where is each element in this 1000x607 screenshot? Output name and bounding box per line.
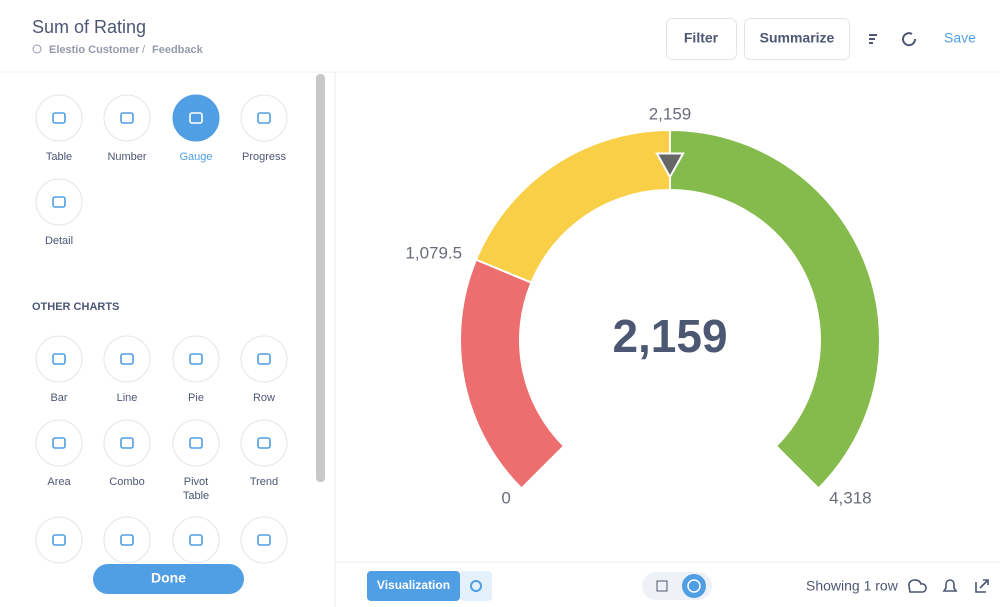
table-view-icon[interactable] xyxy=(656,580,668,592)
chart-type-icon xyxy=(257,437,271,449)
chart-type-button[interactable] xyxy=(240,419,288,467)
chart-type-button[interactable] xyxy=(103,516,151,564)
done-button[interactable] xyxy=(93,564,244,594)
chart-type-icon xyxy=(120,534,134,546)
filter-label[interactable]: Filter xyxy=(684,30,719,46)
chart-type-button[interactable] xyxy=(172,335,220,383)
visualization-button[interactable] xyxy=(367,571,460,601)
summarize-label[interactable]: Summarize xyxy=(760,30,835,46)
settings-button[interactable] xyxy=(460,571,492,601)
chart-type-button[interactable] xyxy=(35,335,83,383)
chart-type-icon xyxy=(52,112,66,124)
chart-type-icon xyxy=(257,353,271,365)
chart-type-button[interactable] xyxy=(172,419,220,467)
breadcrumb: Elestio Customer xyxy=(49,44,140,56)
chart-type-label[interactable]: Line xyxy=(117,392,138,404)
gauge-tick-label: 1,079.5 xyxy=(405,243,462,262)
chart-type-icon xyxy=(189,437,203,449)
chart-type-label[interactable]: Area xyxy=(47,476,71,488)
gauge-pointer xyxy=(655,152,685,180)
chart-type-button[interactable] xyxy=(35,516,83,564)
chart-type-button[interactable] xyxy=(35,94,83,142)
settings-icon xyxy=(470,580,482,592)
chart-type-icon xyxy=(52,196,66,208)
chart-view-icon xyxy=(687,579,701,593)
scrollbar xyxy=(316,74,325,482)
chart-type-button[interactable] xyxy=(240,335,288,383)
chart-type-label[interactable]: Detail xyxy=(45,235,73,247)
gauge-segment xyxy=(669,128,881,490)
summarize-button[interactable] xyxy=(744,18,850,60)
chart-type-label[interactable]: Pivot xyxy=(184,476,208,488)
chart-type-button[interactable] xyxy=(240,94,288,142)
chart-type-label[interactable]: Combo xyxy=(109,476,144,488)
chart-type-icon xyxy=(120,112,134,124)
notebook-icon[interactable] xyxy=(869,34,877,44)
filter-button[interactable] xyxy=(666,18,737,60)
chart-type-icon xyxy=(52,353,66,365)
chart-type-icon xyxy=(189,353,203,365)
chart-type-button[interactable] xyxy=(35,419,83,467)
chart-type-label[interactable]: Gauge xyxy=(179,151,212,163)
gauge-tick-label: 2,159 xyxy=(649,104,692,123)
row-count: Showing 1 row xyxy=(806,578,899,594)
chart-type-label[interactable]: Table xyxy=(183,490,209,502)
breadcrumb-sep: / xyxy=(142,44,146,56)
chart-type-button[interactable] xyxy=(172,516,220,564)
done-label[interactable]: Done xyxy=(151,570,186,586)
download-icon[interactable] xyxy=(908,579,927,593)
gauge-tick-label: 4,318 xyxy=(829,489,872,508)
chart-type-icon xyxy=(257,112,271,124)
chart-type-label[interactable]: Bar xyxy=(50,392,67,404)
chart-type-label[interactable]: Row xyxy=(253,392,275,404)
chart-type-icon xyxy=(189,112,203,124)
chart-type-icon xyxy=(52,534,66,546)
chart-type-label[interactable]: Number xyxy=(107,151,146,163)
chart-type-button[interactable] xyxy=(103,419,151,467)
chart-type-icon xyxy=(52,437,66,449)
breadcrumb: Feedback xyxy=(152,44,204,56)
visualization-label[interactable]: Visualization xyxy=(377,578,450,592)
chart-type-icon xyxy=(257,534,271,546)
chart-type-button[interactable] xyxy=(35,178,83,226)
share-icon[interactable] xyxy=(975,579,989,593)
title: Sum of Rating xyxy=(32,17,146,37)
chart-type-button[interactable] xyxy=(172,94,220,142)
chart-type-icon xyxy=(120,437,134,449)
chart-type-label[interactable]: Table xyxy=(46,151,72,163)
save-button[interactable]: Save xyxy=(944,30,976,46)
gauge-value: 2,159 xyxy=(612,310,727,362)
chart-type-button[interactable] xyxy=(240,516,288,564)
chart-type-label[interactable]: Progress xyxy=(242,151,287,163)
chart-type-button[interactable] xyxy=(103,335,151,383)
gauge-tick-label: 0 xyxy=(501,489,510,508)
chart-type-label[interactable]: Trend xyxy=(250,476,278,488)
chart-type-icon xyxy=(189,534,203,546)
chart-view-toggle[interactable] xyxy=(682,574,706,598)
chart-type-icon xyxy=(120,353,134,365)
section-heading: OTHER CHARTS xyxy=(32,301,119,313)
chart-type-button[interactable] xyxy=(103,94,151,142)
alert-icon[interactable] xyxy=(942,579,958,592)
db-icon xyxy=(32,44,42,54)
refresh-icon[interactable] xyxy=(902,32,917,47)
chart-type-label[interactable]: Pie xyxy=(188,392,204,404)
